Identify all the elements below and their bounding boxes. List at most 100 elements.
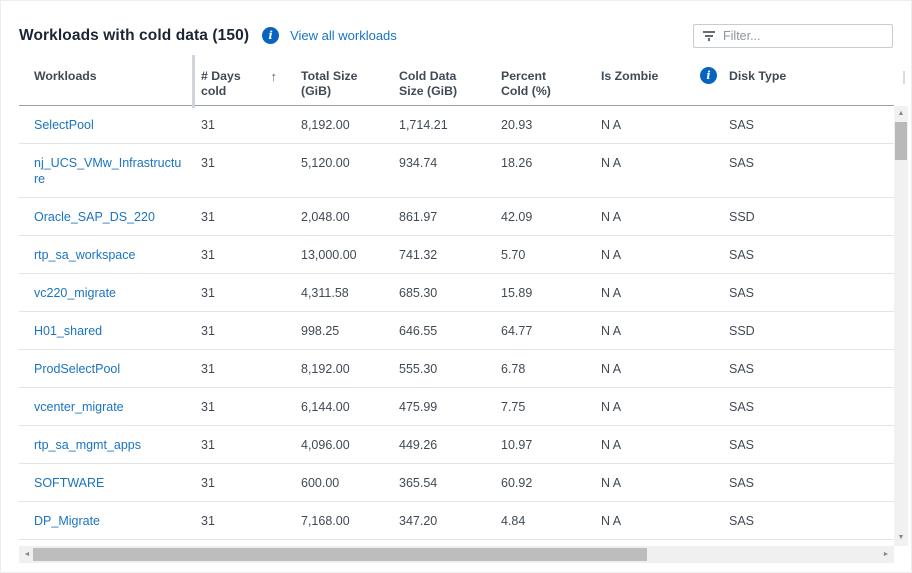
days-cold-cell: 31	[201, 286, 215, 300]
workload-cell: DP_Migrate	[19, 513, 201, 529]
col-header-disk-type-label: Disk Type	[729, 69, 787, 83]
total-size-cell: 8,192.00	[301, 362, 350, 376]
cold-data-size-cell: 685.30	[399, 286, 438, 300]
sort-ascending-icon[interactable]: ↑	[270, 69, 278, 84]
is-zombie-cell: N A	[601, 324, 622, 338]
scroll-down-icon[interactable]: ▼	[897, 534, 905, 541]
is-zombie-cell: N A	[601, 248, 622, 262]
disk-type-cell: SSD	[729, 324, 755, 338]
workload-link[interactable]: DP_Migrate	[34, 514, 100, 528]
col-header-total-size-label: Total Size (GiB)	[301, 69, 358, 99]
cold-data-size-cell: 475.99	[399, 400, 438, 414]
disk-type-cell: SAS	[729, 438, 755, 452]
percent-cold-cell: 42.09	[501, 210, 533, 224]
disk-type-cell: SAS	[729, 362, 755, 376]
days-cold-cell: 31	[201, 400, 215, 414]
cold-data-size-cell: 365.54	[399, 476, 438, 490]
filter-box[interactable]	[693, 23, 893, 48]
scroll-up-icon[interactable]: ▲	[897, 110, 905, 117]
percent-cold-cell: 18.26	[501, 156, 533, 170]
scroll-right-icon[interactable]: ►	[882, 551, 890, 558]
total-size-cell: 5,120.00	[301, 156, 350, 170]
workload-cell: vcenter_migrate	[19, 399, 201, 415]
is-zombie-cell: N A	[601, 118, 622, 132]
percent-cold-cell: 5.70	[501, 248, 526, 262]
percent-cold-cell: 6.78	[501, 362, 526, 376]
widget-header: Workloads with cold data (150) i View al…	[1, 1, 911, 56]
total-size-cell: 7,168.00	[301, 514, 350, 528]
cold-data-size-cell: 861.97	[399, 210, 438, 224]
vertical-scrollbar[interactable]: ▲ ▼	[894, 106, 908, 546]
percent-cold-cell: 10.97	[501, 438, 533, 452]
workload-cell: vc220_migrate	[19, 285, 201, 301]
table-row: ProdSelectPool 31 8,192.00 555.30 6.78 N…	[19, 350, 894, 388]
workload-cell: SelectPool	[19, 117, 201, 133]
days-cold-cell: 31	[201, 476, 215, 490]
table-row: DP_Migrate 31 7,168.00 347.20 4.84 N A S…	[19, 502, 894, 540]
workload-link[interactable]: vcenter_migrate	[34, 400, 124, 414]
title-info-icon[interactable]: i	[262, 27, 280, 44]
days-cold-cell: 31	[201, 210, 215, 224]
scroll-left-icon[interactable]: ◄	[23, 551, 31, 558]
workload-link[interactable]: ProdSelectPool	[34, 362, 121, 376]
percent-cold-cell: 20.93	[501, 118, 533, 132]
table-row: rtp_sa_workspace 31 13,000.00 741.32 5.7…	[19, 236, 894, 274]
workload-cell: nj_UCS_VMw_Infrastructure	[19, 155, 201, 187]
col-header-cold-data-size[interactable]: Cold Data Size (GiB)	[399, 56, 501, 105]
column-resize-divider[interactable]	[192, 55, 195, 108]
cold-data-size-cell: 555.30	[399, 362, 438, 376]
workload-link[interactable]: SelectPool	[34, 118, 94, 132]
table-row: rtp_sa_mgmt_apps 31 4,096.00 449.26 10.9…	[19, 426, 894, 464]
cold-data-size-cell: 347.20	[399, 514, 438, 528]
col-header-is-zombie[interactable]: Is Zombie i	[601, 56, 729, 105]
cold-data-size-cell: 449.26	[399, 438, 438, 452]
col-header-disk-type[interactable]: Disk Type	[729, 56, 894, 105]
is-zombie-info-icon[interactable]: i	[700, 67, 717, 84]
total-size-cell: 8,192.00	[301, 118, 350, 132]
workload-cell: rtp_sa_workspace	[19, 247, 201, 263]
vertical-scrollbar-thumb[interactable]	[895, 122, 907, 160]
total-size-cell: 4,096.00	[301, 438, 350, 452]
table-body: SelectPool 31 8,192.00 1,714.21 20.93 N …	[19, 106, 894, 540]
disk-type-cell: SSD	[729, 210, 755, 224]
disk-type-cell: SAS	[729, 286, 755, 300]
col-header-total-size[interactable]: Total Size (GiB)	[301, 56, 399, 105]
col-header-is-zombie-label: Is Zombie	[601, 69, 659, 83]
workload-link[interactable]: H01_shared	[34, 324, 103, 338]
cold-data-size-cell: 741.32	[399, 248, 438, 262]
filter-input[interactable]	[723, 28, 884, 43]
workload-link[interactable]: nj_UCS_VMw_Infrastructure	[34, 156, 182, 186]
percent-cold-cell: 4.84	[501, 514, 526, 528]
col-header-percent-cold[interactable]: Percent Cold (%)	[501, 56, 601, 105]
workload-link[interactable]: rtp_sa_mgmt_apps	[34, 438, 142, 452]
horizontal-scrollbar-thumb[interactable]	[33, 548, 647, 561]
is-zombie-cell: N A	[601, 514, 622, 528]
disk-type-cell: SAS	[729, 476, 755, 490]
page-title: Workloads with cold data (150)	[19, 26, 250, 44]
view-all-workloads-link[interactable]: View all workloads	[290, 28, 397, 43]
total-size-cell: 6,144.00	[301, 400, 350, 414]
table-row: SelectPool 31 8,192.00 1,714.21 20.93 N …	[19, 106, 894, 144]
total-size-cell: 600.00	[301, 476, 340, 490]
table-row: vc220_migrate 31 4,311.58 685.30 15.89 N…	[19, 274, 894, 312]
table-row: H01_shared 31 998.25 646.55 64.77 N A SS…	[19, 312, 894, 350]
disk-type-cell: SAS	[729, 156, 755, 170]
total-size-cell: 4,311.58	[301, 286, 349, 300]
workload-link[interactable]: SOFTWARE	[34, 476, 105, 490]
table-row: vcenter_migrate 31 6,144.00 475.99 7.75 …	[19, 388, 894, 426]
horizontal-scrollbar[interactable]: ◄ ►	[19, 546, 894, 563]
workload-link[interactable]: rtp_sa_workspace	[34, 248, 136, 262]
filter-funnel-icon	[702, 30, 716, 42]
col-header-workloads[interactable]: Workloads	[19, 56, 201, 105]
is-zombie-cell: N A	[601, 438, 622, 452]
days-cold-cell: 31	[201, 514, 215, 528]
col-header-days-cold[interactable]: # Days cold ↑	[201, 56, 301, 105]
clipped-next-column	[903, 71, 905, 84]
workload-cell: H01_shared	[19, 323, 201, 339]
total-size-cell: 2,048.00	[301, 210, 350, 224]
percent-cold-cell: 60.92	[501, 476, 533, 490]
days-cold-cell: 31	[201, 248, 215, 262]
table-row: SOFTWARE 31 600.00 365.54 60.92 N A SAS	[19, 464, 894, 502]
workload-link[interactable]: vc220_migrate	[34, 286, 116, 300]
workload-link[interactable]: Oracle_SAP_DS_220	[34, 210, 155, 224]
